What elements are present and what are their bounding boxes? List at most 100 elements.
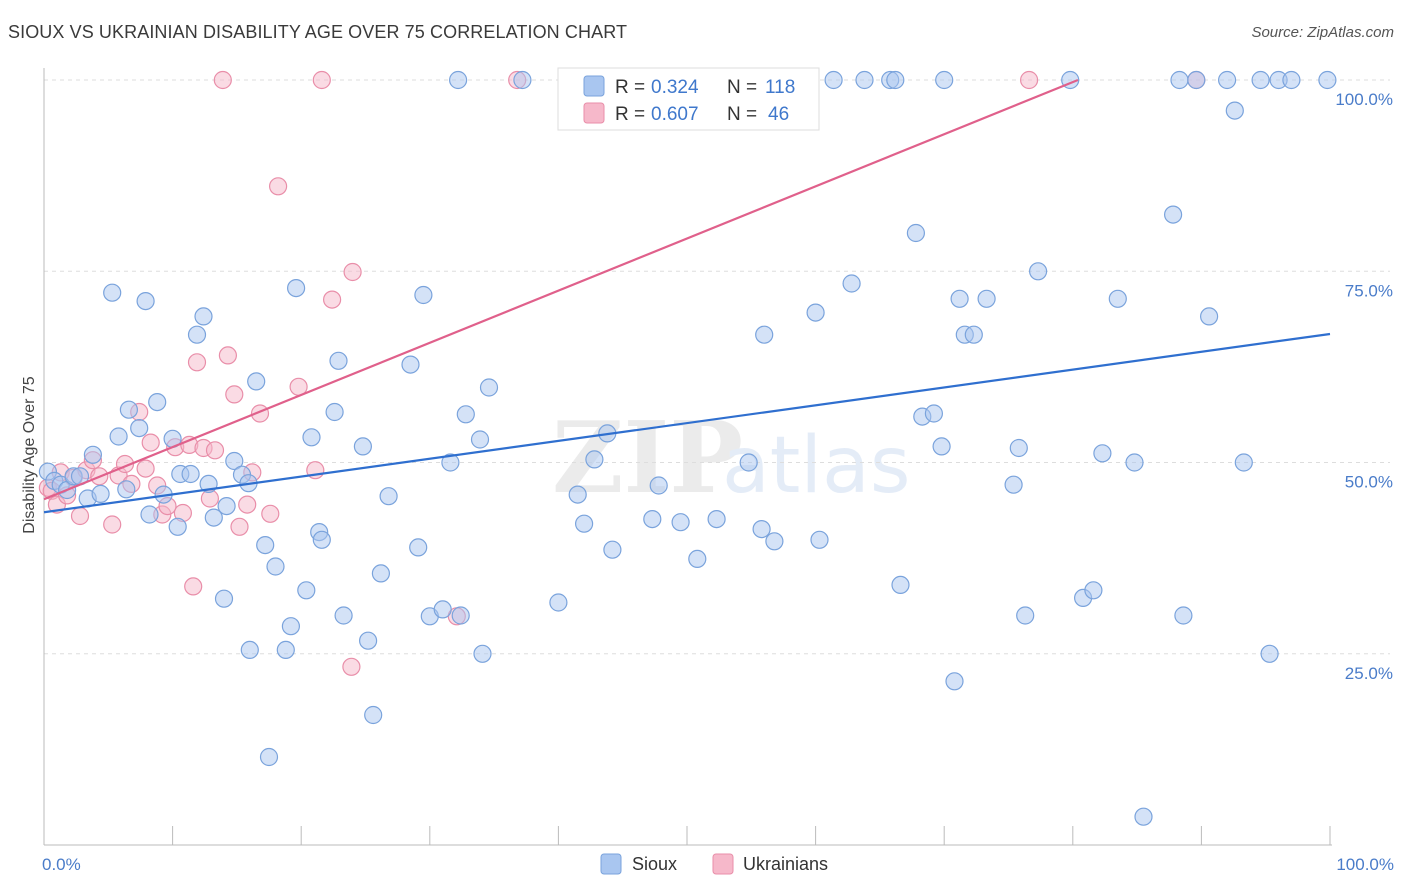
y-tick-label-100: 100.0% (1335, 90, 1393, 109)
sioux-point-79 (765, 532, 784, 551)
sioux-point-100 (1016, 606, 1035, 625)
sioux-point-43 (325, 402, 344, 422)
sioux-point-28 (225, 451, 244, 471)
sioux-point-32 (247, 372, 266, 391)
chart-title: SIOUX VS UKRAINIAN DISABILITY AGE OVER 7… (8, 22, 628, 42)
ukrainians-point-29 (218, 346, 237, 365)
sioux-point-46 (353, 437, 372, 456)
sioux-point-35 (266, 557, 285, 576)
sioux-point-52 (409, 538, 428, 557)
ukrainians-point-42 (343, 262, 362, 282)
sioux-point-113 (1199, 307, 1219, 326)
legend-n-label-sioux: N = (727, 77, 757, 98)
sioux-point-67 (585, 450, 604, 469)
sioux-point-33 (256, 535, 275, 555)
sioux-point-63 (513, 70, 532, 90)
legend-r-value-sioux: 0.324 (651, 77, 699, 98)
sioux-point-48 (364, 705, 383, 725)
sioux-point-53 (414, 285, 433, 305)
ukrainians-point-36 (269, 177, 288, 196)
sioux-point-78 (755, 325, 774, 344)
sioux-point-92 (935, 70, 954, 90)
sioux-point-49 (371, 564, 390, 583)
sioux-point-19 (168, 517, 187, 536)
sioux-point-71 (649, 476, 668, 495)
sioux-point-76 (739, 453, 758, 472)
ukrainians-point-31 (230, 517, 249, 536)
sioux-point-14 (136, 292, 155, 311)
sioux-point-73 (688, 549, 707, 569)
sioux-point-121 (1318, 70, 1337, 90)
ukrainians-point-41 (342, 657, 361, 676)
ukrainians-point-16 (141, 433, 160, 452)
sioux-point-42 (312, 530, 331, 549)
sioux-point-55 (433, 600, 452, 619)
sioux-point-120 (1282, 70, 1301, 90)
source-credit: Source: ZipAtlas.com (1251, 24, 1394, 41)
sioux-point-44 (329, 351, 348, 370)
sioux-point-34 (259, 747, 279, 767)
ukrainians-points (38, 70, 1206, 676)
y-tick-label-75: 75.0% (1345, 281, 1393, 300)
sioux-point-58 (451, 606, 470, 625)
sioux-point-107 (1125, 453, 1144, 472)
sioux-point-104 (1084, 581, 1103, 600)
sioux-point-45 (334, 606, 353, 625)
sioux-point-84 (855, 70, 874, 90)
sioux-point-105 (1093, 444, 1112, 463)
sioux-point-74 (707, 509, 726, 529)
sioux-point-50 (379, 487, 398, 506)
sioux-point-82 (824, 70, 843, 90)
sioux-point-99 (1009, 438, 1028, 458)
sioux-point-47 (359, 631, 378, 650)
sioux-point-39 (297, 581, 316, 600)
ukrainians-point-27 (205, 441, 225, 460)
sioux-point-61 (473, 644, 492, 663)
sioux-point-10 (109, 427, 128, 446)
sioux-point-57 (449, 70, 468, 90)
sioux-trend-line (43, 332, 1331, 514)
ukrainians-point-6 (70, 506, 90, 526)
sioux-point-97 (977, 289, 996, 308)
sioux-point-91 (932, 437, 951, 456)
sioux-point-111 (1174, 606, 1193, 625)
sioux-point-25 (204, 508, 223, 527)
ukrainians-point-24 (187, 353, 207, 372)
x-axis-ticks (172, 826, 1331, 845)
y-axis-label: Disability Age Over 75 (21, 376, 38, 534)
sioux-point-69 (603, 540, 622, 559)
sioux-point-87 (891, 575, 910, 595)
sioux-point-60 (470, 430, 490, 449)
watermark: ZIP atlas (552, 401, 911, 516)
sioux-point-40 (302, 428, 321, 447)
sioux-point-80 (806, 303, 825, 322)
series-legend: Sioux Ukrainians (600, 853, 828, 875)
sioux-point-62 (479, 378, 499, 397)
sioux-point-114 (1217, 70, 1237, 90)
ukrainians-point-23 (184, 577, 203, 596)
sioux-point-16 (148, 393, 167, 412)
sioux-point-13 (130, 419, 149, 438)
sioux-point-31 (240, 640, 259, 660)
sioux-points (38, 70, 1337, 826)
sioux-point-38 (287, 279, 306, 298)
sioux-point-11 (117, 480, 136, 499)
gridlines (44, 79, 1390, 655)
sioux-point-117 (1251, 70, 1270, 90)
sioux-point-15 (140, 505, 159, 524)
x-tick-label-min: 0.0% (42, 855, 81, 874)
sioux-point-93 (945, 672, 964, 691)
ukrainians-point-32 (238, 495, 257, 514)
sioux-point-64 (549, 593, 568, 612)
sioux-point-59 (456, 405, 475, 424)
sioux-point-94 (950, 289, 969, 308)
sioux-point-37 (281, 617, 300, 636)
legend-swatch-ukrainians (583, 102, 605, 124)
series-legend-ukrainians: Ukrainians (743, 854, 828, 874)
y-tick-label-25: 25.0% (1345, 664, 1393, 683)
sioux-point-21 (181, 464, 200, 484)
sioux-point-51 (401, 355, 420, 374)
ukrainians-point-39 (312, 70, 331, 90)
ukrainians-point-35 (261, 504, 280, 523)
sioux-point-98 (1004, 475, 1023, 494)
